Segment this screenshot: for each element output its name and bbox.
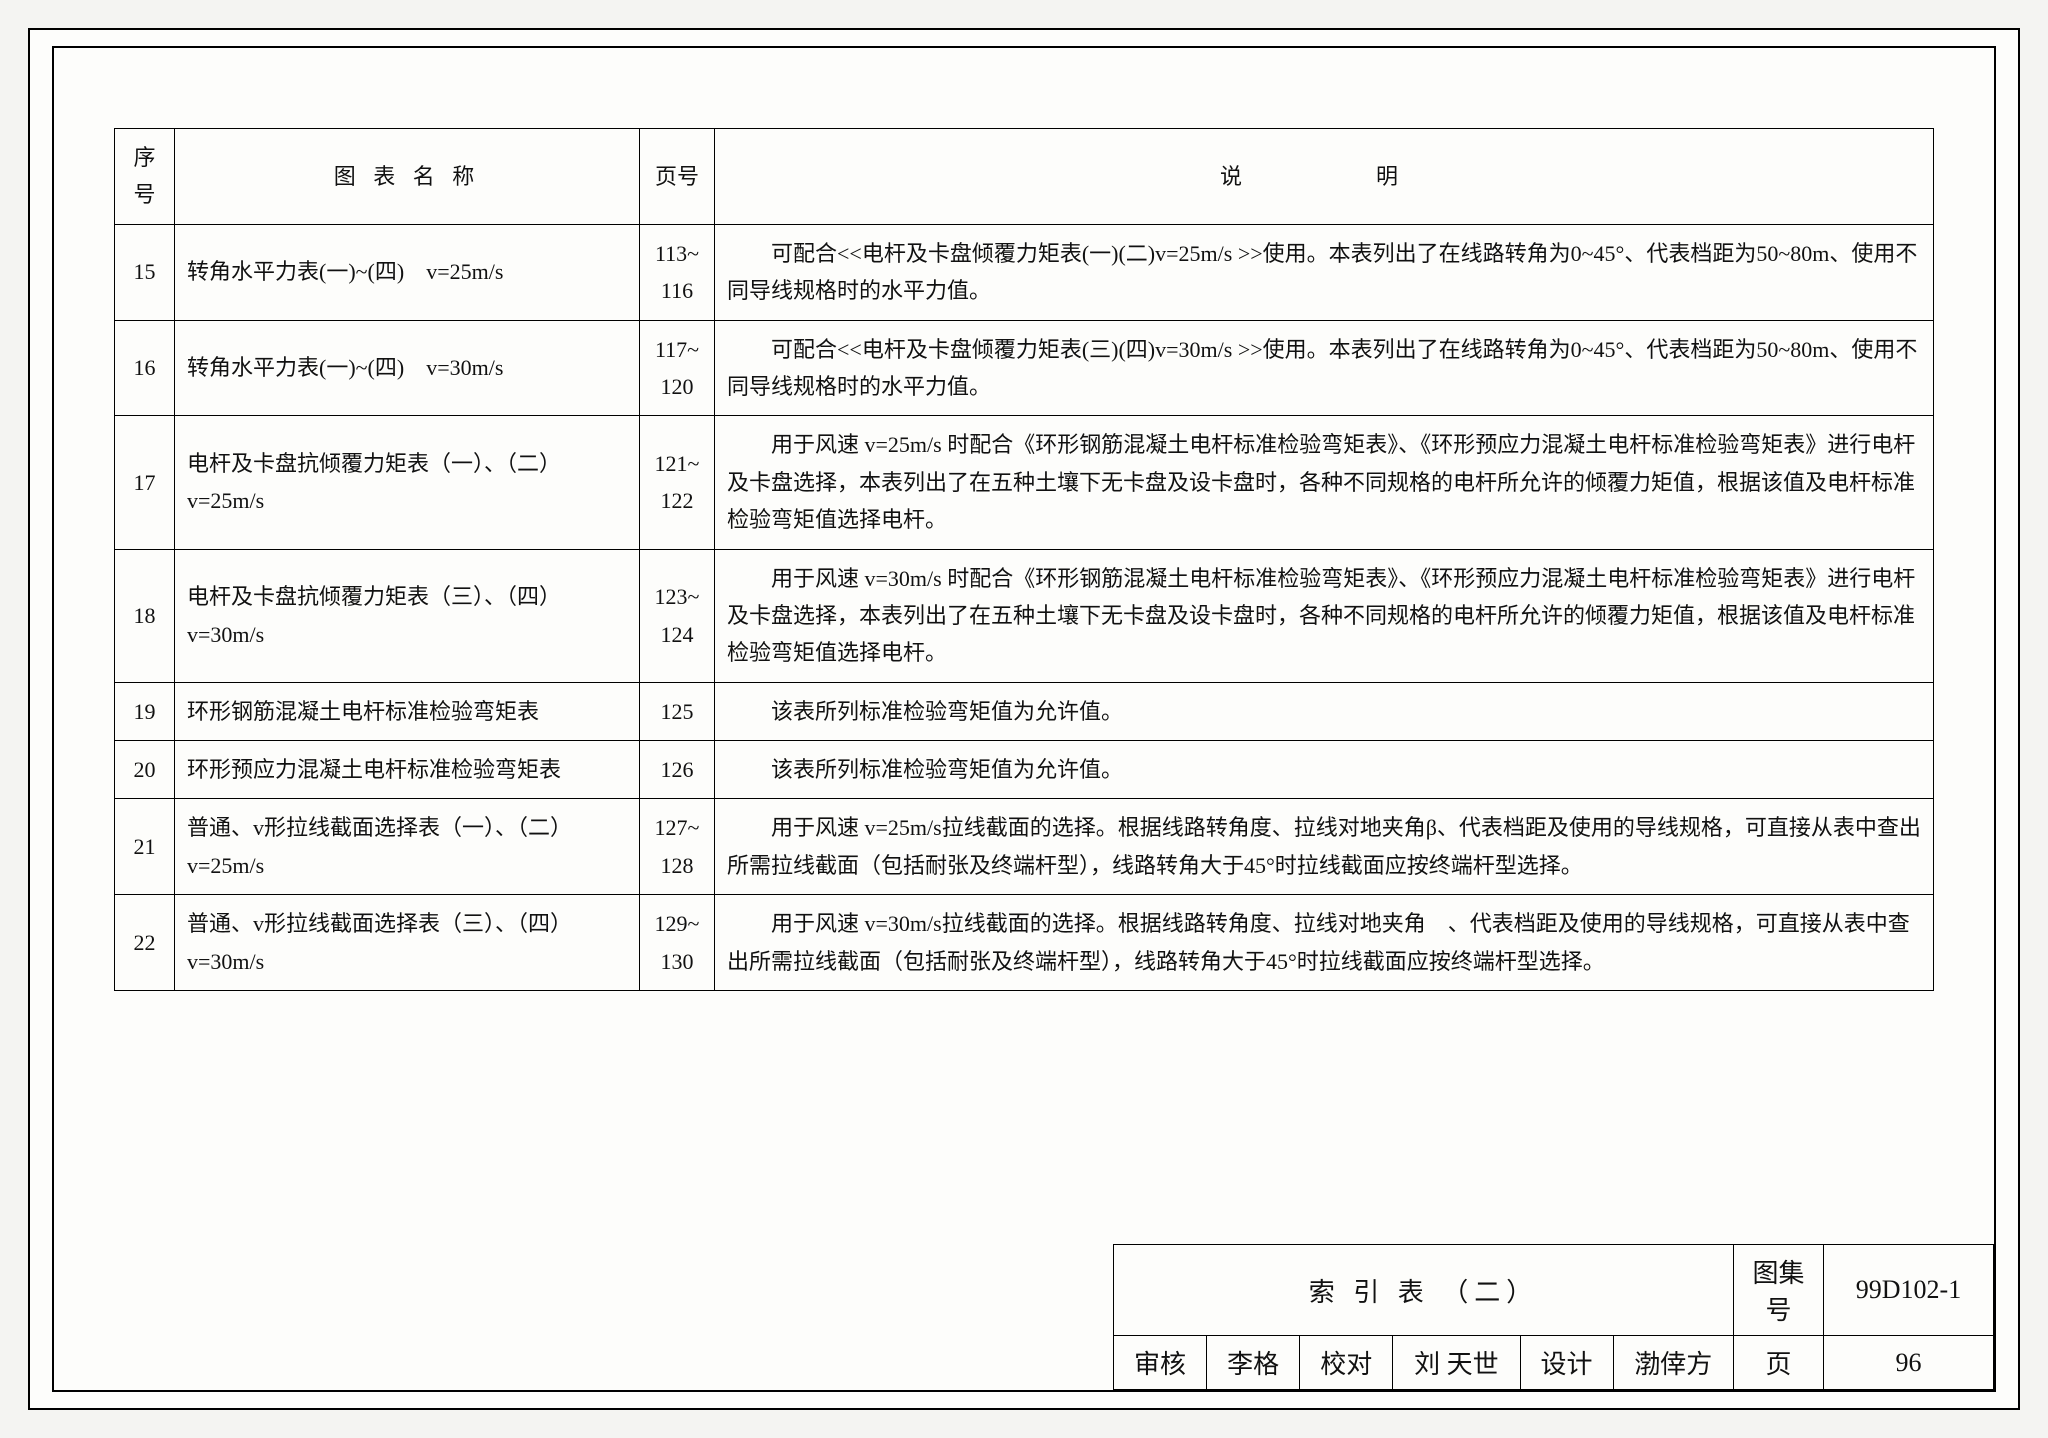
cell-seq: 20 xyxy=(115,741,175,799)
review-signature: 李格 xyxy=(1207,1336,1300,1390)
design-signature: 渤倖方 xyxy=(1613,1336,1733,1390)
cell-page: 127~ 128 xyxy=(640,799,715,895)
page-number: 96 xyxy=(1824,1336,1994,1390)
cell-seq: 22 xyxy=(115,895,175,991)
header-page: 页号 xyxy=(640,129,715,225)
design-label: 设计 xyxy=(1520,1336,1613,1390)
cell-page: 123~ 124 xyxy=(640,549,715,682)
page-label: 页 xyxy=(1734,1336,1824,1390)
header-seq: 序号 xyxy=(115,129,175,225)
cell-page: 125 xyxy=(640,682,715,740)
index-table: 序号 图 表 名 称 页号 说 明 15转角水平力表(一)~(四) v=25m/… xyxy=(114,128,1934,991)
cell-seq: 15 xyxy=(115,224,175,320)
table-row: 15转角水平力表(一)~(四) v=25m/s113~ 116可配合<<电杆及卡… xyxy=(115,224,1934,320)
cell-seq: 19 xyxy=(115,682,175,740)
cell-name: 电杆及卡盘抗倾覆力矩表（三）、（四）v=30m/s xyxy=(175,549,640,682)
header-name: 图 表 名 称 xyxy=(175,129,640,225)
table-row: 16转角水平力表(一)~(四) v=30m/s117~ 120可配合<<电杆及卡… xyxy=(115,320,1934,416)
cell-desc: 可配合<<电杆及卡盘倾覆力矩表(三)(四)v=30m/s >>使用。本表列出了在… xyxy=(715,320,1934,416)
table-row: 17电杆及卡盘抗倾覆力矩表（一）、（二）v=25m/s121~ 122用于风速 … xyxy=(115,416,1934,549)
cell-name: 转角水平力表(一)~(四) v=30m/s xyxy=(175,320,640,416)
table-row: 21普通、v形拉线截面选择表（一）、（二）v=25m/s127~ 128用于风速… xyxy=(115,799,1934,895)
cell-desc: 该表所列标准检验弯矩值为允许值。 xyxy=(715,741,1934,799)
table-row: 18电杆及卡盘抗倾覆力矩表（三）、（四）v=30m/s123~ 124用于风速 … xyxy=(115,549,1934,682)
title-main: 索 引 表 （二） xyxy=(1114,1245,1734,1336)
check-label: 校对 xyxy=(1300,1336,1393,1390)
cell-seq: 21 xyxy=(115,799,175,895)
cell-name: 普通、v形拉线截面选择表（一）、（二）v=25m/s xyxy=(175,799,640,895)
outer-frame: 序号 图 表 名 称 页号 说 明 15转角水平力表(一)~(四) v=25m/… xyxy=(28,28,2020,1410)
cell-page: 126 xyxy=(640,741,715,799)
check-signature: 刘 天世 xyxy=(1393,1336,1520,1390)
inner-frame: 序号 图 表 名 称 页号 说 明 15转角水平力表(一)~(四) v=25m/… xyxy=(52,46,1996,1392)
cell-desc: 用于风速 v=25m/s拉线截面的选择。根据线路转角度、拉线对地夹角β、代表档距… xyxy=(715,799,1934,895)
title-block: 索 引 表 （二） 图集号 99D102-1 审核 李格 校对 刘 天世 设计 … xyxy=(1113,1244,1994,1390)
cell-desc: 可配合<<电杆及卡盘倾覆力矩表(一)(二)v=25m/s >>使用。本表列出了在… xyxy=(715,224,1934,320)
review-label: 审核 xyxy=(1114,1336,1207,1390)
table-row: 22普通、v形拉线截面选择表（三）、（四）v=30m/s129~ 130用于风速… xyxy=(115,895,1934,991)
cell-name: 电杆及卡盘抗倾覆力矩表（一）、（二）v=25m/s xyxy=(175,416,640,549)
cell-seq: 18 xyxy=(115,549,175,682)
table-header-row: 序号 图 表 名 称 页号 说 明 xyxy=(115,129,1934,225)
cell-page: 117~ 120 xyxy=(640,320,715,416)
cell-desc: 用于风速 v=30m/s 时配合《环形钢筋混凝土电杆标准检验弯矩表》、《环形预应… xyxy=(715,549,1934,682)
cell-page: 121~ 122 xyxy=(640,416,715,549)
cell-name: 环形钢筋混凝土电杆标准检验弯矩表 xyxy=(175,682,640,740)
cell-name: 普通、v形拉线截面选择表（三）、（四）v=30m/s xyxy=(175,895,640,991)
cell-seq: 17 xyxy=(115,416,175,549)
table-row: 19环形钢筋混凝土电杆标准检验弯矩表125该表所列标准检验弯矩值为允许值。 xyxy=(115,682,1934,740)
drawing-number: 99D102-1 xyxy=(1824,1245,1994,1336)
table-row: 20环形预应力混凝土电杆标准检验弯矩表126该表所列标准检验弯矩值为允许值。 xyxy=(115,741,1934,799)
cell-desc: 用于风速 v=25m/s 时配合《环形钢筋混凝土电杆标准检验弯矩表》、《环形预应… xyxy=(715,416,1934,549)
cell-page: 113~ 116 xyxy=(640,224,715,320)
cell-page: 129~ 130 xyxy=(640,895,715,991)
cell-name: 转角水平力表(一)~(四) v=25m/s xyxy=(175,224,640,320)
header-desc: 说 明 xyxy=(715,129,1934,225)
cell-seq: 16 xyxy=(115,320,175,416)
cell-desc: 该表所列标准检验弯矩值为允许值。 xyxy=(715,682,1934,740)
drawing-label: 图集号 xyxy=(1734,1245,1824,1336)
cell-name: 环形预应力混凝土电杆标准检验弯矩表 xyxy=(175,741,640,799)
cell-desc: 用于风速 v=30m/s拉线截面的选择。根据线路转角度、拉线对地夹角 、代表档距… xyxy=(715,895,1934,991)
